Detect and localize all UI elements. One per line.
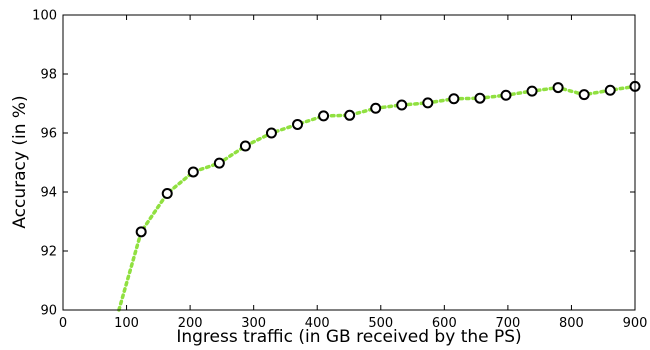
- data-point: [552, 82, 564, 94]
- y-tick-label: 98: [40, 68, 57, 83]
- data-point: [370, 102, 382, 114]
- data-point: [578, 89, 590, 101]
- x-axis-label: Ingress traffic (in GB received by the P…: [176, 327, 521, 347]
- data-point: [474, 92, 486, 104]
- plot-frame: [62, 14, 636, 311]
- y-tick-label: 92: [40, 245, 57, 260]
- x-tick-label: 600: [432, 316, 457, 331]
- data-point: [292, 118, 304, 130]
- y-axis-label: Accuracy (in %): [10, 95, 30, 228]
- x-tick-label: 400: [305, 316, 330, 331]
- data-point: [526, 85, 538, 97]
- data-point: [161, 187, 173, 199]
- x-tick-label: 100: [114, 316, 139, 331]
- data-point: [448, 93, 460, 105]
- data-point: [239, 140, 251, 152]
- y-axis: 90 92 94 96 98 100: [32, 9, 635, 319]
- data-point: [396, 99, 408, 111]
- y-tick-label: 100: [32, 9, 57, 24]
- y-tick-label: 96: [40, 127, 57, 142]
- data-point: [187, 166, 199, 178]
- x-axis: 0 100 200 300 400 500 600 700 800 900: [59, 15, 648, 331]
- plot-area: [63, 15, 635, 310]
- data-point: [135, 226, 147, 238]
- data-point: [265, 127, 277, 139]
- x-tick-label: 200: [178, 316, 203, 331]
- series-layer: [117, 80, 641, 312]
- x-tick-label: 500: [368, 316, 393, 331]
- data-point: [318, 110, 330, 122]
- data-point: [344, 109, 356, 121]
- data-point: [213, 157, 225, 169]
- x-tick-label: 800: [559, 316, 584, 331]
- x-tick-label: 900: [623, 316, 648, 331]
- x-tick-label: 0: [59, 316, 67, 331]
- y-tick-label: 94: [40, 186, 57, 201]
- data-point: [422, 97, 434, 109]
- y-tick-label: 90: [40, 304, 57, 319]
- x-tick-label: 700: [495, 316, 520, 331]
- data-point: [500, 89, 512, 101]
- x-tick-label: 300: [241, 316, 266, 331]
- data-point: [604, 84, 616, 96]
